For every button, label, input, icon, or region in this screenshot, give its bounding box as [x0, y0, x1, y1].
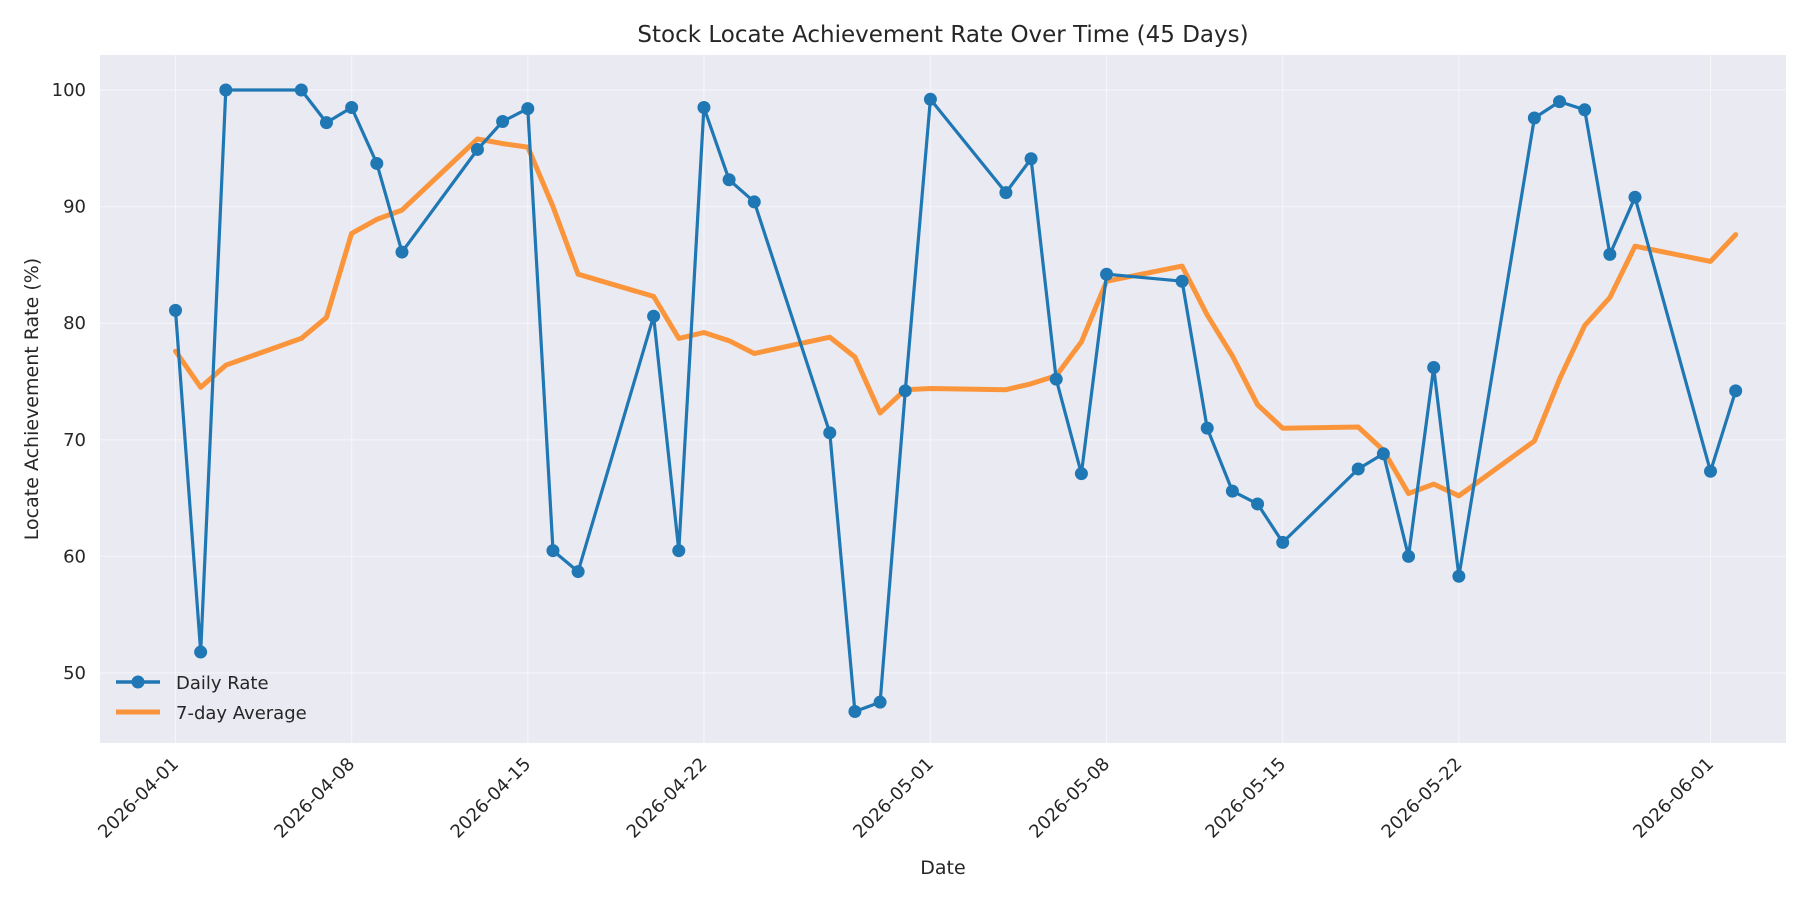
- data-point-daily-rate: [1049, 372, 1063, 386]
- data-point-daily-rate: [647, 309, 661, 323]
- x-tick-label: 2026-05-22: [1378, 754, 1467, 843]
- series-layer: [168, 83, 1743, 719]
- y-tick-label: 100: [52, 80, 86, 101]
- legend-label-daily-rate: Daily Rate: [176, 673, 269, 694]
- data-point-daily-rate: [672, 544, 686, 558]
- legend-marker-daily-rate: [131, 675, 145, 689]
- data-point-daily-rate: [898, 384, 912, 398]
- y-axis-ticks: 50 60 70 80 90 100: [52, 80, 86, 684]
- data-point-daily-rate: [294, 83, 308, 97]
- data-point-daily-rate: [345, 100, 359, 114]
- data-point-daily-rate: [923, 92, 937, 106]
- data-point-daily-rate: [1100, 267, 1114, 281]
- data-point-daily-rate: [1175, 274, 1189, 288]
- data-point-daily-rate: [546, 544, 560, 558]
- x-tick-label: 2026-05-01: [849, 754, 938, 843]
- data-point-daily-rate: [1276, 535, 1290, 549]
- series-line-7-day-average: [173, 136, 1739, 499]
- x-tick-label: 2026-06-01: [1629, 754, 1718, 843]
- data-point-daily-rate: [319, 116, 333, 130]
- x-tick-label: 2026-04-01: [94, 754, 183, 843]
- data-point-daily-rate: [747, 195, 761, 209]
- y-tick-label: 50: [63, 663, 86, 684]
- plot-background: [100, 55, 1786, 743]
- data-point-daily-rate: [1527, 111, 1541, 125]
- data-point-daily-rate: [848, 705, 862, 719]
- data-point-daily-rate: [496, 114, 510, 128]
- data-point-daily-rate: [1200, 421, 1214, 435]
- x-tick-label: 2026-04-15: [447, 754, 536, 843]
- data-point-daily-rate: [1578, 103, 1592, 117]
- legend: Daily Rate 7-day Average: [116, 673, 307, 724]
- data-point-daily-rate: [370, 156, 384, 170]
- y-tick-label: 60: [63, 546, 86, 567]
- data-point-daily-rate: [1024, 152, 1038, 166]
- data-point-daily-rate: [1553, 95, 1567, 109]
- x-tick-label: 2026-05-08: [1025, 754, 1114, 843]
- data-point-daily-rate: [1376, 447, 1390, 461]
- x-tick-label: 2026-04-22: [623, 754, 712, 843]
- data-point-daily-rate: [722, 173, 736, 187]
- y-tick-label: 90: [63, 197, 86, 218]
- data-point-daily-rate: [873, 695, 887, 709]
- x-tick-label: 2026-04-08: [270, 754, 359, 843]
- x-axis-ticks: 2026-04-01 2026-04-08 2026-04-15 2026-04-22…: [94, 754, 1718, 843]
- data-point-daily-rate: [219, 83, 233, 97]
- grid: [100, 55, 1786, 743]
- chart-title: Stock Locate Achievement Rate Over Time …: [637, 22, 1248, 48]
- legend-label-7-day-average: 7-day Average: [176, 703, 307, 724]
- data-point-daily-rate: [823, 426, 837, 440]
- y-tick-label: 80: [63, 313, 86, 334]
- data-point-daily-rate: [1251, 497, 1265, 511]
- x-axis-label: Date: [920, 857, 965, 879]
- data-point-daily-rate: [1729, 384, 1743, 398]
- data-point-daily-rate: [1603, 247, 1617, 261]
- data-point-daily-rate: [1074, 467, 1088, 481]
- data-point-daily-rate: [1628, 190, 1642, 204]
- y-axis-label: Locate Achievement Rate (%): [21, 258, 43, 540]
- data-point-daily-rate: [1452, 569, 1466, 583]
- data-point-daily-rate: [1427, 361, 1441, 375]
- x-tick-label: 2026-05-15: [1201, 754, 1290, 843]
- data-point-daily-rate: [521, 102, 535, 116]
- data-point-daily-rate: [1351, 462, 1365, 476]
- y-tick-label: 70: [63, 430, 86, 451]
- data-point-daily-rate: [697, 100, 711, 114]
- data-point-daily-rate: [168, 303, 182, 317]
- data-point-daily-rate: [1704, 464, 1718, 478]
- data-point-daily-rate: [1225, 484, 1239, 498]
- data-point-daily-rate: [395, 245, 409, 259]
- data-point-daily-rate: [1402, 549, 1416, 563]
- data-point-daily-rate: [470, 142, 484, 156]
- data-point-daily-rate: [194, 645, 208, 659]
- data-point-daily-rate: [571, 565, 585, 579]
- data-point-daily-rate: [999, 186, 1013, 200]
